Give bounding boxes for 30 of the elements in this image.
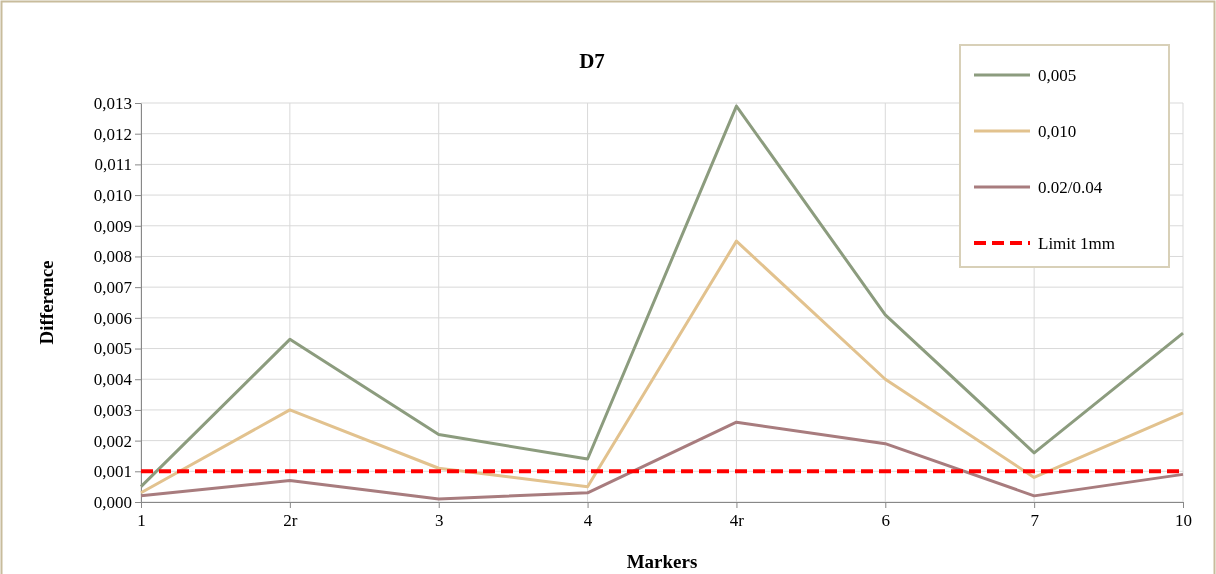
y-tick-label: 0,005 [93, 339, 132, 359]
y-tick-label: 0,013 [93, 93, 132, 113]
line-series [139, 239, 1185, 495]
x-tick-label: 2r [283, 511, 298, 531]
x-tick-label: 7 [1030, 511, 1040, 531]
x-tick-label: 3 [434, 511, 444, 531]
y-tick-label: 0,009 [93, 216, 132, 236]
y-tick-label: 0,008 [93, 247, 132, 267]
y-tick-label: 0,012 [93, 124, 132, 144]
x-tick-label: 10 [1175, 511, 1192, 531]
y-tick-label: 0,006 [93, 308, 132, 328]
legend-label: 0,010 [1038, 122, 1077, 141]
y-tick-label: 0,001 [93, 462, 132, 482]
chart-title: D7 [579, 49, 605, 73]
legend-label: 0.02/0.04 [1038, 178, 1103, 197]
x-axis-title: Markers [626, 551, 698, 572]
y-tick-label: 0,004 [93, 370, 133, 390]
y-tick-label: 0,002 [93, 431, 132, 451]
legend-label: 0,005 [1038, 66, 1077, 85]
legend-label: Limit 1mm [1038, 234, 1115, 253]
y-axis-title: Difference [36, 260, 57, 345]
y-tick-label: 0,011 [94, 155, 132, 175]
x-tick-label: 6 [881, 511, 891, 531]
x-tick-label: 4 [583, 511, 593, 531]
y-tick-label: 0,003 [93, 400, 132, 420]
y-tick-label: 0,007 [93, 278, 133, 298]
y-tick-label: 0,010 [93, 186, 132, 206]
x-tick-label: 1 [137, 511, 146, 531]
x-tick-label: 4r [729, 511, 745, 531]
y-tick-label: 0,000 [93, 492, 132, 512]
